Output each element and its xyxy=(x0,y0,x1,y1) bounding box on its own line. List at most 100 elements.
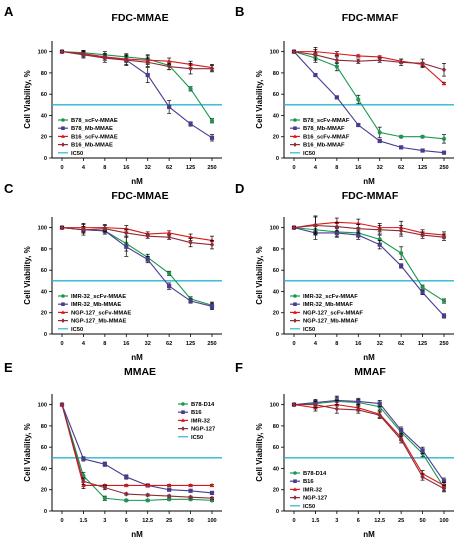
legend: B78_scFv-MMAE B78_Mb-MMAE B16_scFv-MMAE B16… xyxy=(58,118,118,157)
legend-marker xyxy=(293,318,297,323)
panel-label: D xyxy=(235,181,244,196)
legend: B78-D14 B16 IMR-32 NGP-127 IC50 xyxy=(178,402,215,441)
x-tick-label: 32 xyxy=(145,165,151,171)
y-tick-label: 80 xyxy=(273,247,279,253)
data-point xyxy=(441,485,447,492)
x-axis-label: nM xyxy=(131,530,143,539)
legend-marker xyxy=(181,410,185,414)
data-point xyxy=(355,53,361,58)
series-line xyxy=(293,227,445,317)
x-tick-label: 1.5 xyxy=(312,518,320,524)
series-line xyxy=(294,51,445,84)
x-tick-label: 0 xyxy=(292,341,295,347)
data-point xyxy=(334,51,340,56)
legend-marker xyxy=(61,294,65,298)
y-tick-label: 40 xyxy=(273,113,279,119)
x-tick-label: 32 xyxy=(377,341,383,347)
legend-marker xyxy=(293,142,297,147)
y-tick-label: 100 xyxy=(270,226,279,232)
data-point xyxy=(81,478,86,484)
data-point xyxy=(420,448,425,453)
y-tick-label: 80 xyxy=(273,424,279,430)
legend-label: IC50 xyxy=(71,327,83,333)
y-tick-label: 20 xyxy=(273,488,279,494)
x-tick-label: 32 xyxy=(145,341,151,347)
data-point xyxy=(81,52,86,58)
x-tick-label: 125 xyxy=(418,341,427,347)
series-3 xyxy=(59,401,215,501)
data-point xyxy=(102,225,107,232)
x-tick-label: 50 xyxy=(419,518,425,524)
legend-marker xyxy=(61,118,65,122)
series-line xyxy=(61,404,213,499)
x-tick-label: 62 xyxy=(166,341,172,347)
y-tick-label: 100 xyxy=(38,226,47,232)
series-line xyxy=(293,399,445,482)
x-tick-label: 62 xyxy=(398,341,404,347)
data-point xyxy=(188,234,193,239)
x-tick-label: 6 xyxy=(125,518,128,524)
data-point xyxy=(124,230,129,236)
panel-d: D FDC-MMAF 0 20 40 60 80 100 0 4 8 16 32 62 125 250 nM Ce… xyxy=(235,181,454,362)
legend-marker xyxy=(61,126,65,130)
data-point xyxy=(291,401,297,408)
x-tick-label: 8 xyxy=(103,165,106,171)
series-1 xyxy=(291,49,447,155)
data-point xyxy=(123,226,129,231)
data-point xyxy=(59,224,65,231)
data-point xyxy=(377,130,382,135)
data-point xyxy=(441,482,447,488)
data-point xyxy=(124,491,129,497)
data-point xyxy=(399,263,404,269)
panel-title: FDC-MMAF xyxy=(342,12,399,24)
series-line xyxy=(61,51,213,122)
data-point xyxy=(399,437,404,443)
data-point xyxy=(355,220,361,226)
legend-label: B16_Mb-MMAF xyxy=(303,143,345,149)
data-point xyxy=(167,493,172,499)
data-point xyxy=(188,86,193,91)
x-tick-label: 32 xyxy=(377,165,383,171)
panel-b: B FDC-MMAF 0 20 40 60 80 100 0 4 8 16 32 62 125 250 nM Ce… xyxy=(235,4,454,186)
series-line xyxy=(61,51,213,69)
legend-marker xyxy=(293,302,297,306)
legend-marker xyxy=(293,134,297,138)
series-line xyxy=(293,51,445,154)
data-point xyxy=(124,57,129,63)
y-tick-label: 0 xyxy=(44,156,47,162)
legend-label: NGP-127 xyxy=(303,496,327,502)
series-line xyxy=(293,51,445,140)
data-point xyxy=(399,145,404,150)
data-point xyxy=(377,401,382,406)
data-point xyxy=(145,482,151,488)
x-tick-label: 16 xyxy=(123,165,129,171)
legend-marker xyxy=(181,402,185,406)
legend-marker xyxy=(61,134,65,138)
data-point xyxy=(356,225,361,232)
data-point xyxy=(356,399,361,404)
data-point xyxy=(334,402,340,407)
x-tick-label: 250 xyxy=(439,341,448,347)
series-3 xyxy=(291,48,447,77)
data-point xyxy=(166,230,172,235)
legend-label: IMR-32_scFv-MMAE xyxy=(71,294,126,300)
panel-label: C xyxy=(4,181,14,196)
legend-label: IMR-32 xyxy=(191,418,210,424)
y-tick-label: 0 xyxy=(276,509,279,515)
data-point xyxy=(356,407,361,413)
legend-marker xyxy=(293,495,297,500)
legend-label: IC50 xyxy=(71,151,83,157)
x-tick-label: 4 xyxy=(82,165,86,171)
legend-label: IMR-32_scFv-MMAF xyxy=(303,294,358,300)
y-tick-label: 40 xyxy=(41,466,47,472)
legend-label: NGP-127_Mb-MMAF xyxy=(303,319,359,325)
legend: IMR-32_scFv-MMAE IMR-32_Mb-MMAE NGP-127_sc… xyxy=(58,294,131,333)
y-tick-label: 60 xyxy=(41,268,47,274)
y-tick-label: 40 xyxy=(273,289,279,295)
series-2 xyxy=(291,47,447,86)
legend-marker xyxy=(293,310,297,314)
x-tick-label: 8 xyxy=(335,165,338,171)
y-tick-label: 60 xyxy=(273,268,279,274)
x-tick-label: 1.5 xyxy=(80,518,88,524)
data-point xyxy=(124,474,129,480)
